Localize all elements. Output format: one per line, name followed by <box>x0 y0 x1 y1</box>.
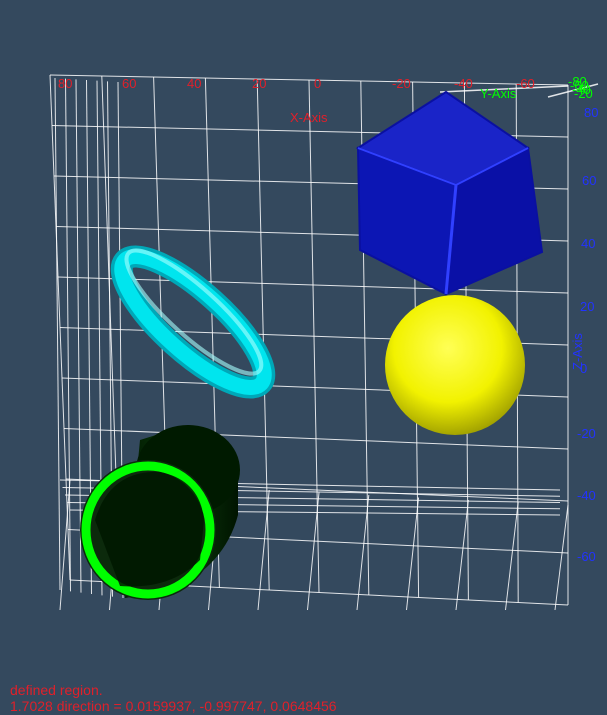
z-tick: -40 <box>577 488 596 503</box>
x-tick: -20 <box>392 76 411 91</box>
sphere-object[interactable] <box>385 295 525 435</box>
grid-line <box>65 78 71 592</box>
grid-line <box>547 83 599 98</box>
grid-line <box>54 77 61 591</box>
grid-line <box>455 499 469 611</box>
grid-line <box>406 497 420 611</box>
x-tick: 80 <box>58 76 72 91</box>
z-axis-ticks: 80 60 40 20 0 -20 -40 -60 Z-Axis <box>570 105 598 564</box>
y-tick: -40 <box>572 82 591 97</box>
y-axis-ticks: Y-Axis -80 -60 -40 -20 <box>480 74 593 101</box>
grid-line <box>439 85 569 93</box>
x-tick: -60 <box>516 76 535 91</box>
grid-line <box>63 428 569 450</box>
x-tick: 20 <box>252 76 266 91</box>
grid-line <box>75 79 82 593</box>
x-tick: 40 <box>187 76 201 91</box>
status-line-2: 1.7028 direction = 0.0159937, -0.997747,… <box>10 698 337 714</box>
z-tick: -60 <box>577 549 596 564</box>
y-tick: -20 <box>574 86 593 101</box>
x-axis-ticks: 80 60 40 20 0 -20 -40 -60 X-Axis <box>58 76 535 125</box>
z-tick: 20 <box>580 299 594 314</box>
z-tick: -20 <box>577 426 596 441</box>
grid-line <box>554 504 569 611</box>
grid-line <box>257 489 270 611</box>
grid-line <box>505 502 519 611</box>
cube-object[interactable] <box>355 90 544 296</box>
z-tick: 80 <box>584 105 598 120</box>
y-tick: -80 <box>568 74 587 89</box>
y-tick: -60 <box>570 78 589 93</box>
grid-line <box>57 276 569 294</box>
x-tick: 60 <box>122 76 136 91</box>
grid-line <box>59 479 71 611</box>
torus-object[interactable] <box>103 235 283 406</box>
grid-line <box>356 494 370 611</box>
x-tick: -40 <box>454 76 473 91</box>
cylinder-object[interactable] <box>80 425 240 600</box>
z-tick: 40 <box>581 236 595 251</box>
grid-line <box>49 74 569 86</box>
z-tick: 60 <box>582 173 596 188</box>
z-tick: 0 <box>580 361 587 376</box>
y-axis-title: Y-Axis <box>480 86 517 101</box>
z-axis-title: Z-Axis <box>570 333 585 370</box>
x-axis-title: X-Axis <box>290 110 328 125</box>
x-tick: 0 <box>314 76 321 91</box>
status-line-1: defined region. <box>10 682 103 698</box>
